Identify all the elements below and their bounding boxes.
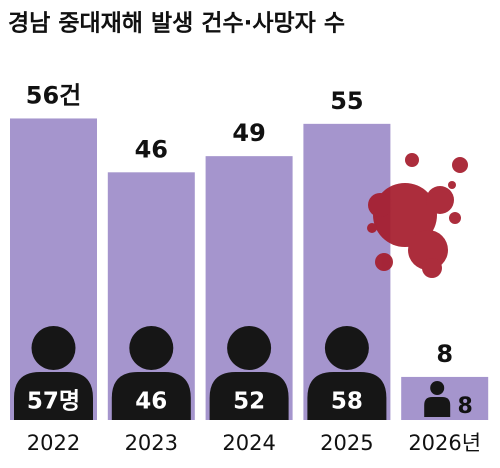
death-label: 52 <box>233 389 265 415</box>
chart-title: 경남 중대재해 발생 건수·사망자 수 <box>8 11 345 37</box>
person-body <box>14 372 93 420</box>
death-label: 58 <box>331 389 363 415</box>
death-label: 8 <box>458 394 473 419</box>
person-body <box>307 372 387 420</box>
person-icon <box>307 326 387 420</box>
person-head <box>31 326 76 370</box>
death-label: 57명 <box>27 389 80 415</box>
person-icon <box>14 326 93 420</box>
blood-splatter <box>367 153 468 278</box>
person-head <box>129 326 174 370</box>
death-label: 46 <box>135 389 167 415</box>
x-tick-label: 2023 <box>125 431 178 455</box>
x-tick-label: 2026년 <box>408 431 481 455</box>
bar-value-label: 46 <box>135 135 168 163</box>
person-head <box>227 326 272 370</box>
plot: 56건 2022 57명 46 2023 46 49 2024 52 55 2025 58 8 2026년… <box>10 81 489 455</box>
x-tick-label: 2024 <box>222 431 275 455</box>
person-body <box>424 397 451 417</box>
person-icon <box>424 381 451 417</box>
x-tick-label: 2025 <box>320 431 373 455</box>
bar-value-label: 49 <box>232 119 265 147</box>
bar-value-label: 56건 <box>26 81 81 109</box>
person-body <box>111 372 191 420</box>
person-body <box>209 372 289 420</box>
person-head <box>324 326 369 370</box>
person-head <box>430 381 445 395</box>
bar-value-label: 55 <box>330 87 363 115</box>
bar-value-label: 8 <box>436 340 453 368</box>
person-icon <box>111 326 191 420</box>
x-tick-label: 2022 <box>27 431 80 455</box>
person-icon <box>209 326 289 420</box>
bar <box>303 123 391 420</box>
